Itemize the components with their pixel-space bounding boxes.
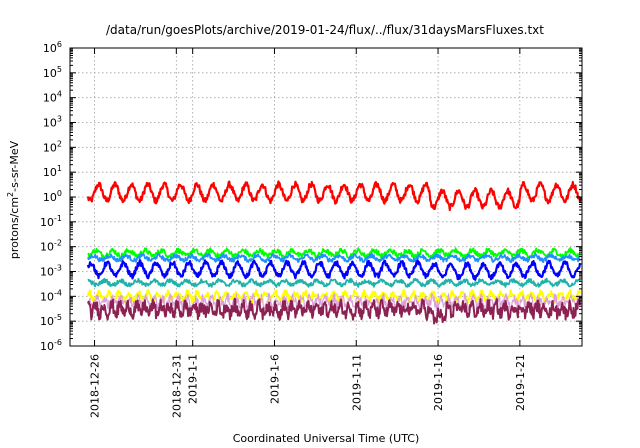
series-line-5: [87, 277, 581, 288]
y-tick-label: 102: [43, 139, 62, 154]
series-line-8: [87, 297, 581, 325]
x-tick-label: 2018-12-26: [89, 354, 102, 418]
y-tick-label: 100: [43, 189, 62, 204]
y-tick-label: 10-1: [40, 214, 62, 229]
series-line-2: [87, 247, 581, 260]
y-tick-label: 10-3: [40, 264, 62, 279]
y-tick-label: 101: [43, 164, 62, 179]
x-tick-label: 2019-1-1: [187, 354, 200, 404]
y-tick-label: 105: [43, 65, 62, 80]
y-axis-label: protons/cm2-s-sr-MeV: [6, 140, 21, 259]
y-tick-label: 10-4: [40, 288, 62, 303]
y-tick-label: 10-6: [40, 338, 62, 353]
y-axis-label-sup: 2: [6, 192, 15, 197]
series-line-1: [86, 180, 582, 212]
y-axis-label-base: protons/cm: [8, 197, 21, 259]
x-tick-label: 2019-1-16: [432, 354, 445, 411]
x-tick-label: 2018-12-31: [170, 354, 183, 418]
x-tick-label: 2019-1-6: [268, 354, 281, 404]
y-axis-label-rest: -s-sr-MeV: [8, 140, 21, 191]
series-line-4: [86, 259, 582, 281]
y-tick-label: 104: [43, 90, 62, 105]
y-tick-label: 103: [43, 115, 62, 130]
x-tick-label: 2019-1-11: [350, 354, 363, 411]
series-group: [86, 180, 582, 325]
x-axis-label: Coordinated Universal Time (UTC): [233, 432, 420, 445]
x-axis: 2018-12-26 2018-12-31 2019-1-1 2019-1-6 2019…: [89, 48, 527, 418]
series-line-3: [87, 252, 581, 264]
y-axis: 10-6 10-5 10-4 10-3 10-2 10-1 100 101 102 103 104 1…: [40, 40, 582, 353]
y-tick-label: 10-2: [40, 239, 62, 254]
x-tick-label: 2019-1-21: [514, 354, 527, 411]
y-tick-label: 106: [43, 40, 62, 55]
y-tick-label: 10-5: [40, 313, 62, 328]
chart-title: /data/run/goesPlots/archive/2019-01-24/f…: [106, 23, 544, 37]
